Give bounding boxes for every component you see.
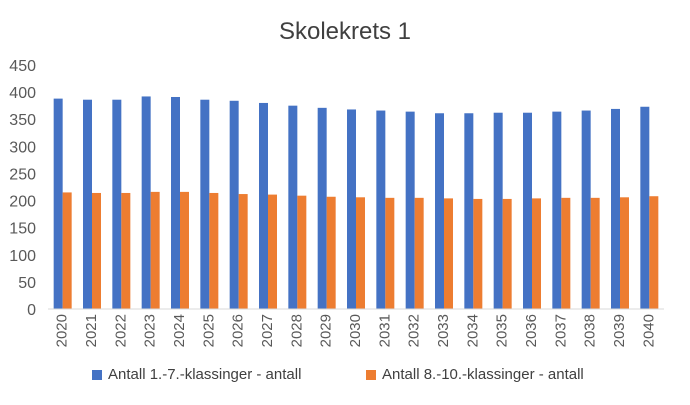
y-tick-label: 250 bbox=[9, 166, 36, 183]
bar-series-1-2020 bbox=[53, 98, 63, 310]
bar-series-2-2039 bbox=[620, 197, 629, 309]
x-tick-label: 2028 bbox=[288, 314, 305, 347]
x-tick-label: 2038 bbox=[582, 314, 599, 347]
y-tick-label: 200 bbox=[9, 194, 36, 211]
bar-series-1-2030 bbox=[347, 109, 356, 309]
bar-series-1-2032 bbox=[405, 111, 415, 310]
legend: Antall 1.-7.-klassinger - antall Antall … bbox=[0, 366, 690, 388]
bar-series-2-2024 bbox=[180, 191, 189, 309]
y-tick-label: 450 bbox=[9, 58, 36, 75]
bar-series-2-2025 bbox=[209, 192, 219, 309]
y-tick-label: 300 bbox=[9, 139, 36, 156]
x-axis: 2020 2021 2022 2023 2024 2025 2026 2027 2028 2029… bbox=[48, 308, 664, 347]
y-tick-label: 0 bbox=[27, 302, 36, 319]
bar-series-1-2035 bbox=[493, 112, 503, 310]
x-tick-label: 2036 bbox=[523, 314, 540, 347]
bar-series-1-2022 bbox=[112, 99, 122, 309]
x-tick-label: 2034 bbox=[464, 314, 481, 347]
bar-series-2-2030 bbox=[356, 197, 365, 309]
x-tick-label: 2021 bbox=[83, 314, 100, 347]
x-tick-label: 2040 bbox=[640, 314, 657, 347]
bar-series-2-2027 bbox=[268, 194, 277, 309]
legend-swatch bbox=[366, 369, 376, 380]
x-tick-label: 2026 bbox=[230, 314, 247, 347]
bar-series-2-2021 bbox=[92, 192, 101, 309]
bar-series-2-2029 bbox=[326, 196, 336, 309]
bar-series-1-2031 bbox=[376, 110, 386, 310]
bar-series-2-2037 bbox=[561, 197, 571, 309]
bar-series-1-2026 bbox=[229, 100, 239, 309]
bar-series-1-2029 bbox=[317, 107, 327, 309]
bar-series-2-2028 bbox=[297, 195, 307, 309]
x-tick-label: 2033 bbox=[435, 314, 452, 347]
bar-series-1-2039 bbox=[611, 108, 620, 309]
bar-series-1-2027 bbox=[259, 102, 268, 309]
bar-series-1-2021 bbox=[83, 99, 92, 309]
bars bbox=[53, 96, 659, 310]
x-tick-label: 2022 bbox=[112, 314, 129, 347]
x-tick-label: 2035 bbox=[494, 314, 511, 347]
bar-series-2-2023 bbox=[150, 191, 160, 309]
y-tick-label: 350 bbox=[9, 112, 36, 129]
bar-series-1-2036 bbox=[523, 112, 532, 310]
bar-series-2-2038 bbox=[590, 197, 600, 309]
x-tick-label: 2030 bbox=[347, 314, 364, 347]
y-tick-label: 150 bbox=[9, 221, 36, 238]
bar-series-2-2035 bbox=[502, 198, 512, 309]
bar-series-2-2031 bbox=[385, 197, 395, 309]
x-tick-label: 2023 bbox=[142, 314, 159, 347]
x-tick-label: 2027 bbox=[259, 314, 276, 347]
y-tick-label: 100 bbox=[9, 248, 36, 265]
bar-series-1-2034 bbox=[464, 113, 474, 309]
x-tick-label: 2037 bbox=[552, 314, 569, 347]
bar-series-2-2036 bbox=[532, 198, 541, 309]
legend-label: Antall 1.-7.-klassinger - antall bbox=[108, 366, 302, 383]
bar-series-1-2040 bbox=[640, 106, 650, 309]
bar-series-2-2034 bbox=[473, 198, 483, 309]
legend-item-series-1: Antall 1.-7.-klassinger - antall bbox=[92, 366, 301, 383]
bar-series-1-2024 bbox=[171, 96, 180, 309]
y-tick-label: 50 bbox=[18, 275, 36, 292]
bar-series-2-2032 bbox=[414, 197, 424, 309]
bar-series-2-2033 bbox=[444, 198, 453, 309]
bar-series-2-2026 bbox=[238, 194, 248, 309]
bar-series-2-2040 bbox=[649, 196, 659, 309]
y-axis: 0 50 100 150 200 250 300 350 400 450 bbox=[9, 58, 36, 319]
bar-series-1-2028 bbox=[288, 105, 298, 310]
x-tick-label: 2024 bbox=[171, 314, 188, 347]
bar-series-1-2025 bbox=[200, 99, 210, 309]
bar-series-1-2038 bbox=[581, 110, 591, 310]
y-tick-label: 400 bbox=[9, 85, 36, 102]
x-tick-label: 2025 bbox=[200, 314, 217, 347]
x-tick-label: 2039 bbox=[611, 314, 628, 347]
bar-series-2-2020 bbox=[62, 192, 72, 309]
bar-series-1-2023 bbox=[141, 96, 151, 310]
x-tick-label: 2031 bbox=[376, 314, 393, 347]
legend-label: Antall 8.-10.-klassinger - antall bbox=[382, 366, 584, 383]
bar-series-2-2022 bbox=[121, 192, 131, 309]
x-tick-label: 2029 bbox=[318, 314, 335, 347]
legend-item-series-2: Antall 8.-10.-klassinger - antall bbox=[366, 366, 584, 383]
legend-swatch bbox=[92, 369, 102, 380]
bar-series-1-2033 bbox=[435, 113, 444, 309]
x-tick-label: 2020 bbox=[54, 314, 71, 347]
bar-series-1-2037 bbox=[552, 111, 562, 310]
chart-title: Skolekrets 1 bbox=[278, 18, 412, 45]
x-tick-label: 2032 bbox=[406, 314, 423, 347]
